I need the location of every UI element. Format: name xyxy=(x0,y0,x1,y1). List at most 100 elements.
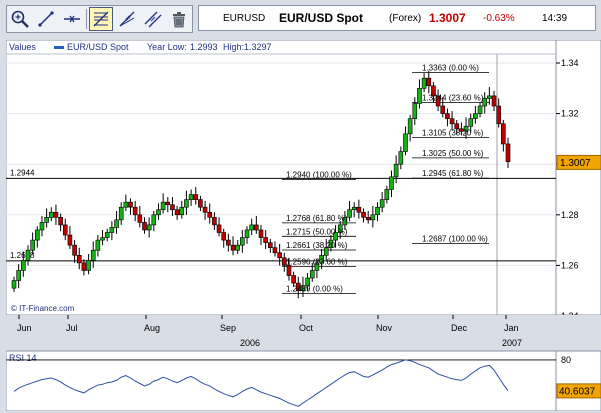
fibonacci-level-label: 1.2489 (0.00 %) xyxy=(286,284,343,293)
candle-body xyxy=(170,204,175,211)
candle-body xyxy=(403,133,408,152)
support-line-label: 1.2944 xyxy=(10,168,35,177)
fan-button[interactable] xyxy=(115,7,139,31)
year-label: 2007 xyxy=(502,338,522,348)
price-tick-label: 1.28 xyxy=(561,210,579,220)
quote-bar: EURUSD EUR/USD Spot (Forex) 1.3007 -0.63… xyxy=(198,5,596,31)
candle-body xyxy=(230,244,236,251)
candle-body xyxy=(35,229,40,241)
zoom-button[interactable] xyxy=(8,7,32,31)
price-panel xyxy=(5,39,557,316)
candle-body xyxy=(309,270,315,279)
candle-body xyxy=(407,118,413,135)
channel-icon xyxy=(144,11,162,28)
time-tick-label: Jan xyxy=(504,323,519,333)
fibonacci-level-label: 1.2687 (100.00 %) xyxy=(422,234,488,243)
candle-body xyxy=(496,105,501,125)
candle-body xyxy=(263,237,268,243)
candle-body xyxy=(132,206,138,216)
candle-body xyxy=(137,214,143,223)
candle-body xyxy=(104,232,110,238)
candle-body xyxy=(62,224,68,236)
channel-button[interactable] xyxy=(141,7,165,31)
candle-body xyxy=(258,229,264,238)
series-name: EUR/USD Spot xyxy=(67,42,129,52)
candle-body xyxy=(477,105,483,114)
candle-body xyxy=(226,239,231,246)
candle-body xyxy=(305,277,310,286)
fibonacci-level-label: 1.3025 (50.00 %) xyxy=(422,149,484,158)
candle-body xyxy=(212,217,217,226)
candle-body xyxy=(291,275,296,284)
candle-body xyxy=(244,229,250,238)
fibonacci-button[interactable] xyxy=(89,7,113,31)
candle-body xyxy=(86,260,91,271)
trendline-icon xyxy=(38,11,54,27)
candle-body xyxy=(333,232,338,241)
price-chart[interactable]: Values EUR/USD Spot Year Low: 1.2993 Hig… xyxy=(5,39,601,412)
year-label: 2006 xyxy=(240,338,260,348)
rsi-line xyxy=(13,359,509,407)
candle-body xyxy=(459,128,464,132)
candle-body xyxy=(156,209,161,216)
delete-drawings-button[interactable] xyxy=(167,7,191,31)
candle-body xyxy=(300,285,306,291)
candle-body xyxy=(268,242,273,248)
fibonacci-level-label: 1.3363 (0.00 %) xyxy=(422,63,479,72)
candle-body xyxy=(95,239,101,251)
candle-body xyxy=(184,199,189,208)
candle-body xyxy=(165,201,171,205)
trendline-button[interactable] xyxy=(34,7,58,31)
candle-body xyxy=(249,224,254,231)
time-tick-label: Nov xyxy=(376,323,393,333)
support-line-label: 1.2618 xyxy=(10,251,35,260)
time-axis-band xyxy=(6,315,601,351)
price-change: -0.63% xyxy=(483,12,515,24)
horizontal-line-icon xyxy=(64,15,80,23)
candle-body xyxy=(188,194,194,200)
candle-body xyxy=(118,206,124,221)
candle-body xyxy=(11,280,17,289)
candle-body xyxy=(393,163,399,178)
candle-body xyxy=(142,222,147,231)
candle-body xyxy=(337,224,343,233)
candle-body xyxy=(128,201,133,208)
candle-body xyxy=(25,249,31,261)
candle-body xyxy=(286,265,292,276)
candle-body xyxy=(81,262,87,271)
fibonacci-level-label: 1.3105 (38.20 %) xyxy=(422,129,484,138)
candle-body xyxy=(254,224,259,231)
candle-body xyxy=(361,211,366,218)
candle-body xyxy=(193,194,199,200)
horizontal-line-button[interactable] xyxy=(60,7,84,31)
watermark: © IT-Finance.com xyxy=(11,304,75,313)
fibonacci-level-label: 1.2945 (61.80 %) xyxy=(422,169,484,178)
candle-body xyxy=(431,85,436,97)
candle-body xyxy=(440,105,446,114)
year-low-label: Year Low: xyxy=(147,42,187,52)
candle-body xyxy=(72,244,77,256)
candle-body xyxy=(421,77,427,89)
price-tick-label: 1.26 xyxy=(561,260,579,270)
values-label: Values xyxy=(9,42,36,52)
candle-body xyxy=(21,260,26,271)
drawing-tools xyxy=(6,5,193,33)
candle-body xyxy=(473,113,478,119)
candle-body xyxy=(151,214,157,226)
candle-body xyxy=(160,201,166,211)
candle-body xyxy=(501,123,506,145)
price-levels: 1.2944 1.2618 xyxy=(6,71,556,294)
candle-body xyxy=(417,87,422,104)
candle-body xyxy=(76,254,82,264)
fibonacci-level-label: 1.2768 (61.80 %) xyxy=(286,214,348,223)
candle-body xyxy=(30,239,35,251)
year-high-label: High: xyxy=(223,42,244,52)
rsi-tick-label: 80 xyxy=(561,355,571,365)
fibonacci-labels: 1.3363 (0.00 %) 1.3244 (23.60 %) 1.3105 (3… xyxy=(286,63,488,293)
candle-body xyxy=(435,95,441,107)
time-tick-label: Sep xyxy=(220,323,236,333)
candle-body xyxy=(277,252,282,259)
candle-body xyxy=(347,209,352,218)
candle-body xyxy=(445,113,450,119)
candle-body xyxy=(468,118,474,127)
